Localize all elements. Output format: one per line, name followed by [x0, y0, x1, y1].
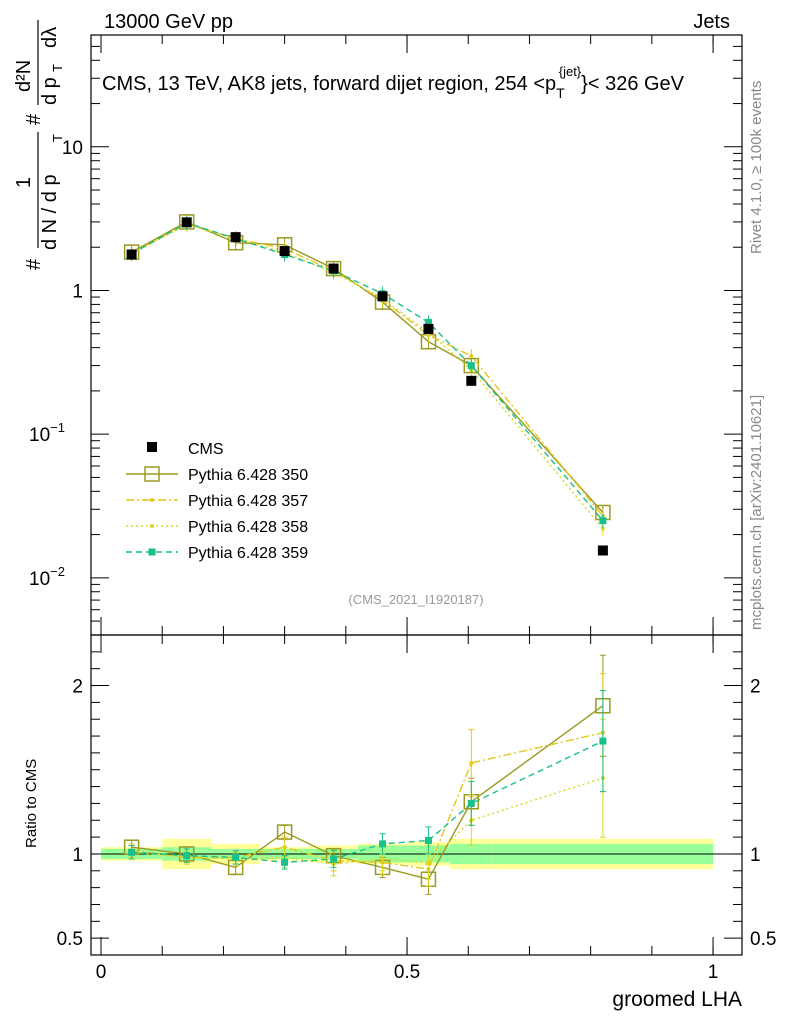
main-series — [123, 214, 611, 556]
x-tick-label: 0.5 — [394, 962, 420, 983]
p359-line — [131, 222, 604, 522]
p359-marker — [281, 858, 289, 866]
y-tick-label: 10−1 — [29, 420, 65, 446]
legend: CMS Pythia 6.428 350 Pythia 6.428 357 Pythi… — [126, 441, 308, 562]
ylabel-hash2: # — [23, 113, 45, 125]
header-right: Jets — [693, 11, 730, 33]
rivet-label: Rivet 4.1.0, ≥ 100k events — [748, 81, 765, 254]
p358-ratio-line — [131, 777, 604, 865]
p359-marker — [128, 848, 136, 856]
legend-label: CMS — [188, 441, 224, 458]
cms-data-point — [377, 291, 388, 302]
cms-data-point — [328, 263, 339, 274]
x-axis-label: groomed LHA — [612, 988, 742, 1011]
p359-marker — [599, 517, 607, 525]
p350-marker — [144, 466, 160, 482]
legend-label: Pythia 6.428 357 — [188, 493, 308, 510]
legend-label: Pythia 6.428 350 — [188, 467, 308, 484]
p359-marker — [183, 852, 191, 860]
p359-marker — [379, 840, 387, 848]
ratio-tick-label-left: 2 — [72, 677, 83, 698]
ratio-tick-label-right: 0.5 — [750, 929, 776, 950]
ylabel-dlambda: dλ — [39, 27, 61, 48]
p359-marker — [330, 855, 338, 863]
axis-ticks: 10−2 10−1 1 10 0.5 0.5 1 1 2 2 0 0.5 1 — [29, 34, 776, 983]
ratio-tick-label-left: 1 — [72, 845, 83, 866]
cms-data-point — [279, 246, 290, 257]
cms-data-point — [423, 323, 434, 334]
ylabel-one: 1 — [13, 177, 35, 188]
p359-marker — [467, 362, 475, 370]
p358-marker — [380, 857, 385, 861]
title-sub: T — [556, 85, 565, 101]
ylabel-dpt: d p — [39, 77, 61, 105]
legend-label: Pythia 6.428 358 — [188, 519, 308, 536]
cms-data-point — [597, 545, 608, 556]
y-tick-label: 1 — [72, 281, 83, 302]
title-tail: }< 326 GeV — [581, 73, 685, 95]
analysis-watermark: (CMS_2021_I1920187) — [348, 592, 483, 607]
cms-data-point — [230, 232, 241, 243]
mcplots-label: mcplots.cern.ch [arXiv:2401.10621] — [748, 395, 765, 630]
x-tick-label: 1 — [708, 962, 719, 983]
p359-marker — [467, 799, 475, 807]
p358-marker — [150, 524, 154, 528]
p359-marker — [232, 853, 240, 861]
ylabel-T2: T — [50, 64, 65, 72]
header-left: 13000 GeV pp — [104, 11, 233, 33]
p359-marker — [424, 318, 432, 326]
p357-marker — [469, 761, 474, 765]
ratio-series — [123, 654, 611, 895]
y-axis-label: # 1 d N / d p T # d²N d p T dλ — [13, 20, 65, 270]
title-sup: {jet} — [559, 64, 582, 79]
ratio-tick-label-left: 0.5 — [57, 929, 83, 950]
p359-marker — [599, 737, 607, 745]
p358-marker — [426, 860, 431, 865]
p359-marker — [424, 836, 432, 844]
ylabel-T: T — [50, 134, 65, 142]
x-tick-label: 0 — [96, 962, 107, 983]
p358-marker — [600, 526, 605, 531]
cms-data-point — [181, 217, 192, 228]
p357-marker — [150, 498, 154, 502]
legend-label: Pythia 6.428 359 — [188, 545, 308, 562]
ylabel-d2n: d²N — [13, 60, 35, 92]
legend-cms-marker — [147, 442, 157, 452]
ratio-tick-label-right: 2 — [750, 677, 761, 698]
ylabel-hash1: # — [23, 258, 45, 270]
ratio-tick-label-right: 1 — [750, 845, 761, 866]
p357-line — [131, 223, 604, 517]
plot-title: CMS, 13 TeV, AK8 jets, forward dijet reg… — [102, 64, 685, 101]
p357-marker — [469, 353, 474, 358]
y-tick-label: 10 — [62, 138, 83, 159]
ratio-frame — [90, 634, 743, 956]
cms-data-point — [126, 249, 137, 260]
p359-marker — [148, 548, 156, 556]
ylabel-dn: d N / d p — [39, 174, 61, 250]
ratio-y-label: Ratio to CMS — [23, 759, 40, 848]
cms-data-point — [466, 375, 477, 386]
y-tick-label: 10−2 — [29, 564, 65, 590]
